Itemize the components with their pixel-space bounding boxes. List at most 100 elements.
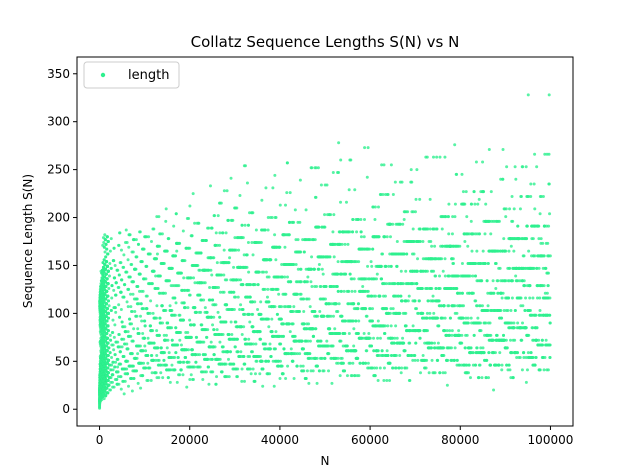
data-point: [355, 230, 359, 234]
data-point: [106, 366, 110, 370]
data-point: [285, 191, 289, 195]
data-point: [292, 220, 296, 224]
data-point: [288, 305, 292, 309]
data-point: [259, 312, 263, 316]
data-point: [336, 272, 340, 276]
data-point: [106, 336, 110, 340]
data-point: [178, 373, 182, 377]
data-point: [266, 287, 270, 291]
data-point: [110, 355, 114, 359]
data-point: [295, 364, 299, 368]
data-point: [274, 216, 278, 220]
data-point: [294, 263, 298, 266]
data-point: [366, 361, 370, 365]
data-point: [151, 311, 155, 315]
data-point: [256, 283, 260, 287]
data-point: [315, 285, 319, 289]
data-point: [282, 334, 286, 338]
data-point: [321, 272, 325, 276]
data-point: [253, 372, 257, 376]
data-point: [227, 357, 231, 361]
data-point: [218, 340, 222, 344]
chart-title: Collatz Sequence Lengths S(N) vs N: [191, 33, 460, 51]
data-point: [315, 381, 319, 385]
data-point: [345, 344, 349, 348]
data-point: [125, 240, 129, 244]
data-point: [288, 191, 292, 195]
data-point: [348, 272, 352, 276]
data-point: [143, 336, 147, 340]
data-point: [111, 318, 115, 322]
data-point: [100, 398, 104, 402]
data-point: [145, 294, 149, 298]
data-point: [368, 247, 372, 251]
data-point: [182, 301, 186, 305]
data-point: [365, 349, 369, 353]
data-point: [356, 217, 360, 221]
data-point: [342, 289, 346, 293]
data-point: [363, 217, 366, 221]
data-point: [189, 335, 193, 339]
data-point: [118, 315, 122, 319]
data-point: [105, 277, 109, 281]
data-point: [201, 378, 205, 382]
data-point: [232, 362, 236, 366]
data-point: [117, 273, 121, 277]
data-point: [125, 367, 129, 371]
data-point: [343, 369, 347, 373]
data-point: [103, 292, 107, 296]
data-point: [367, 332, 371, 336]
data-point: [374, 294, 378, 298]
data-point: [243, 164, 247, 168]
data-point: [352, 277, 356, 281]
data-point: [336, 361, 340, 365]
data-point: [222, 273, 226, 277]
data-point: [119, 362, 123, 366]
data-point: [259, 300, 263, 304]
data-point: [234, 295, 238, 299]
data-point: [311, 369, 315, 373]
data-point: [104, 255, 108, 259]
data-point: [237, 248, 241, 252]
data-point: [122, 355, 126, 359]
data-point: [245, 181, 249, 185]
data-point: [136, 327, 140, 331]
data-point: [183, 259, 187, 263]
data-point: [240, 379, 244, 383]
data-point: [239, 278, 242, 282]
data-point: [352, 327, 356, 331]
data-point: [181, 229, 185, 233]
data-point: [160, 232, 164, 236]
data-point: [347, 289, 351, 293]
data-point: [225, 303, 229, 307]
data-point: [179, 331, 183, 335]
data-point: [146, 378, 150, 382]
data-point: [104, 339, 108, 343]
data-point: [305, 369, 309, 373]
data-point: [108, 333, 112, 337]
data-point: [107, 358, 111, 362]
data-point: [101, 236, 105, 240]
data-point: [103, 347, 107, 351]
data-point: [247, 270, 251, 274]
data-point: [118, 231, 122, 235]
data-point: [158, 244, 162, 248]
data-point: [213, 214, 217, 218]
data-point: [268, 347, 272, 351]
data-point: [119, 290, 123, 294]
data-point: [330, 381, 334, 385]
data-point: [107, 383, 111, 387]
data-point: [118, 350, 122, 354]
data-point: [156, 346, 160, 350]
data-point: [170, 326, 174, 330]
data-point: [312, 267, 316, 271]
data-point: [197, 221, 201, 225]
data-point: [155, 252, 159, 256]
data-point: [199, 310, 203, 314]
data-point: [337, 141, 341, 145]
data-point: [147, 235, 151, 239]
data-point: [240, 367, 244, 371]
data-point: [102, 240, 106, 244]
data-point: [306, 275, 310, 279]
